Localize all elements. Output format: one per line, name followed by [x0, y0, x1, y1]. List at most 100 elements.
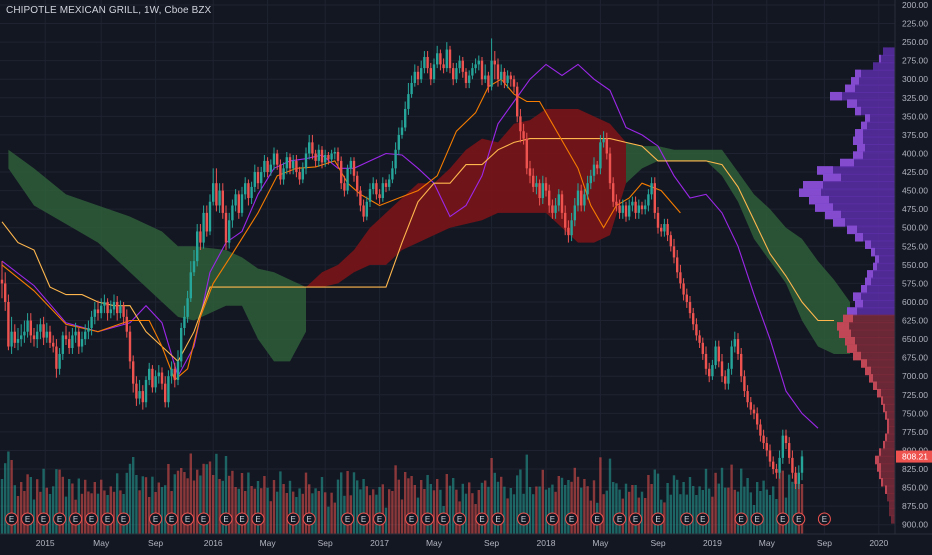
candle: [208, 194, 212, 236]
volume-bar: [183, 472, 186, 534]
profile-bar: [871, 247, 895, 257]
volume-bar: [29, 477, 32, 534]
candle: [122, 301, 125, 325]
profile-bar-highlight: [869, 374, 873, 383]
candle: [224, 205, 228, 251]
candle: [327, 152, 330, 165]
volume-bar: [378, 487, 381, 534]
volume-bar: [263, 476, 266, 534]
earnings-marker-circle: [437, 512, 451, 526]
volume-bar: [583, 479, 586, 534]
volume-bar: [71, 483, 74, 534]
candle-body: [557, 194, 560, 206]
candle: [215, 168, 218, 212]
candle-body: [436, 53, 439, 65]
candle: [144, 376, 148, 408]
volume-bar: [618, 489, 621, 534]
candle-body: [58, 353, 61, 369]
candle-body: [218, 190, 221, 206]
candle-body: [490, 60, 493, 87]
candle-body: [692, 313, 695, 325]
volume-bar: [669, 494, 672, 534]
volume-bar: [612, 482, 615, 534]
y-tick-label: 375.00: [902, 130, 928, 140]
candle: [45, 322, 48, 343]
candle-body: [618, 205, 621, 213]
profile-bar: [853, 136, 895, 145]
candle-body: [199, 231, 202, 243]
volume-bar: [84, 479, 87, 534]
volume-bar: [464, 493, 468, 534]
candle: [567, 220, 570, 243]
candle-body: [391, 168, 394, 180]
candle: [36, 324, 39, 349]
volume-bar: [426, 475, 429, 534]
profile-bar-highlight: [845, 84, 855, 94]
x-tick-label: Sep: [318, 538, 333, 548]
candle-body: [736, 339, 740, 354]
candle: [100, 298, 103, 319]
candle-body: [624, 205, 628, 217]
volume-bar: [260, 488, 263, 534]
candle: [519, 108, 522, 143]
candle: [135, 376, 138, 406]
candle: [474, 58, 477, 74]
volume-bar: [39, 491, 42, 534]
candle: [634, 196, 637, 219]
profile-bar-highlight: [885, 411, 887, 420]
candle-body: [759, 424, 762, 436]
profile-bar: [817, 166, 895, 175]
candle: [445, 42, 448, 72]
candle-body: [36, 331, 39, 340]
candle-body: [612, 183, 615, 202]
candle-body: [452, 68, 455, 80]
profile-bar-highlight: [879, 448, 881, 457]
volume-bar: [445, 474, 448, 534]
y-axis[interactable]: 200.00 225.00 250.00 275.00 300.00 325.00 350.…: [894, 0, 932, 550]
candle: [173, 362, 176, 388]
candle: [87, 320, 90, 340]
candle: [52, 335, 55, 353]
candle-body: [304, 153, 308, 169]
candle: [653, 177, 656, 219]
candle: [176, 350, 180, 386]
candle-body: [205, 212, 208, 232]
candle-body: [45, 331, 48, 338]
last-price-tag: 808.21: [896, 450, 932, 463]
volume-bar: [36, 479, 39, 534]
profile-bar-highlight: [875, 455, 879, 465]
candle: [765, 437, 768, 457]
volume-bar: [253, 488, 256, 534]
candle: [455, 62, 458, 83]
earnings-marker: E: [341, 512, 355, 526]
profile-bar: [889, 500, 895, 509]
candle-body: [682, 283, 685, 295]
earnings-marker-label: E: [361, 515, 366, 524]
candle-body: [96, 309, 100, 314]
candle-body: [788, 443, 791, 458]
volume-bar: [266, 487, 269, 534]
earnings-marker-label: E: [73, 515, 78, 524]
candle-body: [647, 194, 650, 206]
candle: [356, 171, 359, 197]
volume-bar: [384, 507, 388, 534]
candle-body: [141, 391, 144, 403]
chart-title: CHIPOTLE MEXICAN GRILL, 1W, Cboe BZX: [6, 5, 212, 16]
volume-bar: [720, 467, 724, 534]
candle: [480, 56, 484, 86]
candle: [698, 330, 701, 349]
volume-bar: [157, 482, 160, 534]
volume-bar: [352, 472, 356, 534]
volume-bar: [503, 486, 506, 534]
earnings-marker-label: E: [822, 515, 827, 524]
x-axis[interactable]: 2015 May Sep 2016 May Sep 2017 May Sep 2018 May Sep…: [0, 533, 932, 550]
candle: [724, 370, 727, 390]
earnings-marker-circle: [373, 512, 387, 526]
volume-bar: [288, 480, 292, 534]
candle-body: [397, 134, 400, 150]
volume-bar: [237, 488, 240, 534]
volume-bar: [493, 472, 496, 534]
earnings-marker-label: E: [239, 515, 244, 524]
